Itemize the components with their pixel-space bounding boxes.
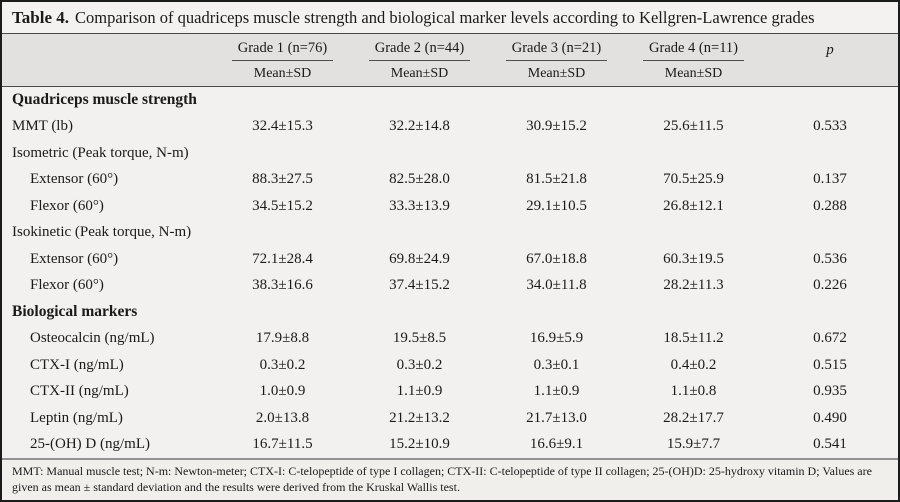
cell-value: 30.9±15.2 — [526, 118, 587, 135]
table-row-isometric-flexor: Flexor (60°) 34.5±15.2 33.3±13.9 29.1±10… — [2, 193, 898, 220]
row-label: Quadriceps muscle strength — [12, 91, 197, 109]
cell-value: 88.3±27.5 — [252, 171, 313, 188]
cell-value: 2.0±13.8 — [255, 409, 310, 426]
table-row-section-biological: Biological markers — [2, 299, 898, 326]
column-header-row: Grade 1 (n=76) Mean±SD Grade 2 (n=44) Me… — [2, 34, 898, 87]
column-header-grade-3: Grade 3 (n=21) Mean±SD — [488, 40, 625, 81]
cell-value: 29.1±10.5 — [526, 197, 587, 214]
column-header-grade-1: Grade 1 (n=76) Mean±SD — [214, 40, 351, 81]
cell-value: 70.5±25.9 — [663, 171, 724, 188]
grade-4-label: Grade 4 (n=11) — [643, 40, 744, 61]
table-row-ctx-i: CTX-I (ng/mL) 0.3±0.2 0.3±0.2 0.3±0.1 0.… — [2, 352, 898, 379]
cell-value: 1.1±0.9 — [396, 383, 443, 400]
cell-value: 16.6±9.1 — [529, 436, 584, 453]
row-label: 25-(OH) D (ng/mL) — [30, 436, 150, 453]
table-number: Table 4. — [12, 7, 70, 27]
row-label: Osteocalcin (ng/mL) — [30, 330, 155, 347]
cell-value: 33.3±13.9 — [389, 197, 450, 214]
footnote: MMT: Manual muscle test; N-m: Newton-met… — [2, 457, 898, 500]
row-label: MMT (lb) — [12, 118, 73, 135]
cell-value: 67.0±18.8 — [526, 250, 587, 267]
cell-value: 0.3±0.2 — [396, 356, 443, 373]
cell-value: 34.0±11.8 — [526, 277, 587, 294]
cell-value: 32.2±14.8 — [389, 118, 450, 135]
cell-value: 15.9±7.7 — [666, 436, 721, 453]
table-row-leptin: Leptin (ng/mL) 2.0±13.8 21.2±13.2 21.7±1… — [2, 405, 898, 432]
grade-4-subheader: Mean±SD — [664, 65, 723, 81]
table-row-25-oh-d: 25-(OH) D (ng/mL) 16.7±11.5 15.2±10.9 16… — [2, 432, 898, 459]
row-label: Flexor (60°) — [30, 277, 104, 294]
table-row-isokinetic-extensor: Extensor (60°) 72.1±28.4 69.8±24.9 67.0±… — [2, 246, 898, 273]
table-row-isokinetic-group: Isokinetic (Peak torque, N-m) — [2, 220, 898, 247]
cell-value: 18.5±11.2 — [663, 330, 724, 347]
row-label: CTX-II (ng/mL) — [30, 383, 129, 400]
cell-p-value: 0.137 — [813, 171, 847, 188]
cell-value: 1.0±0.9 — [259, 383, 306, 400]
cell-value: 16.7±11.5 — [252, 436, 313, 453]
row-label: Extensor (60°) — [30, 250, 119, 267]
grade-1-subheader: Mean±SD — [253, 65, 312, 81]
column-header-p: p — [762, 41, 898, 59]
cell-value: 0.3±0.1 — [533, 356, 580, 373]
cell-value: 16.9±5.9 — [529, 330, 584, 347]
cell-p-value: 0.541 — [813, 436, 847, 453]
table-row-isometric-extensor: Extensor (60°) 88.3±27.5 82.5±28.0 81.5±… — [2, 167, 898, 194]
cell-value: 32.4±15.3 — [252, 118, 313, 135]
column-header-grade-2: Grade 2 (n=44) Mean±SD — [351, 40, 488, 81]
cell-value: 37.4±15.2 — [389, 277, 450, 294]
cell-p-value: 0.515 — [813, 356, 847, 373]
grade-3-label: Grade 3 (n=21) — [505, 40, 608, 61]
grade-2-subheader: Mean±SD — [390, 65, 449, 81]
row-label: CTX-I (ng/mL) — [30, 356, 124, 373]
cell-p-value: 0.288 — [813, 197, 847, 214]
cell-value: 21.2±13.2 — [389, 409, 450, 426]
cell-value: 60.3±19.5 — [663, 250, 724, 267]
cell-p-value: 0.935 — [813, 383, 847, 400]
cell-value: 26.8±12.1 — [663, 197, 724, 214]
cell-value: 25.6±11.5 — [663, 118, 724, 135]
row-label: Flexor (60°) — [30, 197, 104, 214]
cell-value: 72.1±28.4 — [252, 250, 313, 267]
cell-value: 0.4±0.2 — [670, 356, 717, 373]
cell-value: 38.3±16.6 — [252, 277, 313, 294]
cell-p-value: 0.672 — [813, 330, 847, 347]
p-label: p — [826, 42, 834, 58]
row-label: Biological markers — [12, 303, 138, 321]
cell-value: 17.9±8.8 — [255, 330, 310, 347]
cell-value: 1.1±0.8 — [670, 383, 717, 400]
cell-value: 1.1±0.9 — [533, 383, 580, 400]
row-label: Extensor (60°) — [30, 171, 119, 188]
cell-value: 21.7±13.0 — [526, 409, 587, 426]
table-title-bar: Table 4. Comparison of quadriceps muscle… — [2, 2, 898, 34]
table-row-section-quadriceps: Quadriceps muscle strength — [2, 87, 898, 114]
column-header-grade-4: Grade 4 (n=11) Mean±SD — [625, 40, 762, 81]
cell-value: 34.5±15.2 — [252, 197, 313, 214]
table-body: Quadriceps muscle strength MMT (lb) 32.4… — [2, 87, 898, 458]
table-row-ctx-ii: CTX-II (ng/mL) 1.0±0.9 1.1±0.9 1.1±0.9 1… — [2, 379, 898, 406]
cell-value: 15.2±10.9 — [389, 436, 450, 453]
row-label: Leptin (ng/mL) — [30, 409, 123, 426]
cell-value: 28.2±17.7 — [663, 409, 724, 426]
table-row-mmt: MMT (lb) 32.4±15.3 32.2±14.8 30.9±15.2 2… — [2, 114, 898, 141]
cell-value: 0.3±0.2 — [259, 356, 306, 373]
cell-value: 28.2±11.3 — [663, 277, 724, 294]
grade-3-subheader: Mean±SD — [527, 65, 586, 81]
row-label: Isometric (Peak torque, N-m) — [12, 144, 189, 161]
cell-value: 69.8±24.9 — [389, 250, 450, 267]
table-row-osteocalcin: Osteocalcin (ng/mL) 17.9±8.8 19.5±8.5 16… — [2, 326, 898, 353]
row-label: Isokinetic (Peak torque, N-m) — [12, 224, 192, 241]
cell-p-value: 0.490 — [813, 409, 847, 426]
cell-value: 19.5±8.5 — [392, 330, 447, 347]
cell-p-value: 0.533 — [813, 118, 847, 135]
table-row-isokinetic-flexor: Flexor (60°) 38.3±16.6 37.4±15.2 34.0±11… — [2, 273, 898, 300]
grade-2-label: Grade 2 (n=44) — [368, 40, 471, 61]
table-row-isometric-group: Isometric (Peak torque, N-m) — [2, 140, 898, 167]
cell-p-value: 0.536 — [813, 250, 847, 267]
table-caption: Comparison of quadriceps muscle strength… — [75, 7, 815, 27]
cell-value: 81.5±21.8 — [526, 171, 587, 188]
cell-p-value: 0.226 — [813, 277, 847, 294]
grade-1-label: Grade 1 (n=76) — [231, 40, 334, 61]
cell-value: 82.5±28.0 — [389, 171, 450, 188]
